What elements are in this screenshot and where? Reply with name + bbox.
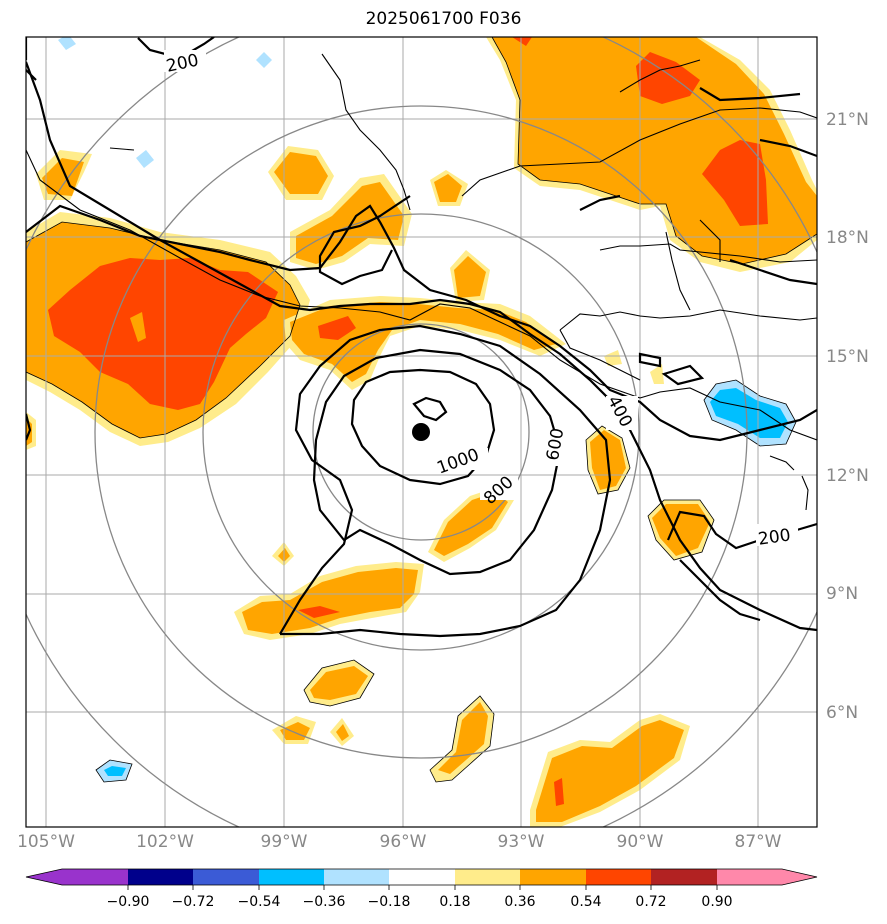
contour-label-bg (164, 50, 206, 72)
colorbar-swatch (62, 869, 128, 885)
colorbar-swatch (389, 869, 455, 885)
lat-tick-label: 6°N (826, 703, 859, 723)
colorbar (25, 868, 818, 890)
colorbar-tick-label: −0.72 (171, 894, 215, 910)
colorbar-tick-label: −0.90 (106, 894, 150, 910)
contour-label-bg (434, 448, 488, 470)
lon-tick-label: 105°W (17, 832, 75, 852)
colorbar-swatch (26, 869, 62, 885)
contour-label-bg (480, 478, 518, 500)
map-title: 2025061700 F036 (365, 9, 522, 29)
colorbar-tick-label: 0.54 (570, 894, 602, 910)
contour-label-bg (606, 396, 638, 430)
colorbar-tick-label: 0.90 (701, 894, 733, 910)
graticule (26, 37, 817, 827)
colorbar-swatch (782, 869, 817, 885)
colorbar-swatch (193, 869, 259, 885)
lon-tick-label: 90°W (616, 832, 664, 852)
lon-tick-label: 99°W (260, 832, 308, 852)
lon-tick-label: 93°W (497, 832, 545, 852)
contour-label-bg (536, 430, 566, 466)
colorbar-swatch (651, 869, 717, 885)
colorbar-tick-label: 0.72 (635, 894, 667, 910)
contour-label-bg (756, 524, 798, 546)
colorbar-tick-label: −0.36 (302, 894, 346, 910)
contour-label-200-east: 200 (757, 525, 792, 549)
colorbar-tick-label: 0.18 (439, 894, 471, 910)
colorbar-swatch (259, 869, 324, 885)
coastlines (26, 53, 817, 511)
contour-labels: 200 1000 800 600 400 200 (164, 50, 798, 550)
lat-tick-label: 18°N (826, 228, 869, 248)
lon-tick-label: 96°W (379, 832, 427, 852)
colorbar-swatch (717, 869, 782, 885)
storm-center-dot (412, 423, 430, 441)
lat-tick-label: 9°N (826, 584, 859, 604)
lat-tick-label: 15°N (826, 347, 869, 367)
lon-tick-label: 102°W (136, 832, 194, 852)
map-frame (25, 36, 818, 828)
shaded-field (26, 37, 817, 827)
lon-tick-label: 87°W (734, 832, 782, 852)
colorbar-swatch (586, 869, 651, 885)
lat-tick-label: 12°N (826, 466, 869, 486)
colorbar-swatch (324, 869, 389, 885)
colorbar-tick-label: 0.36 (504, 894, 536, 910)
colorbar-swatch (520, 869, 586, 885)
colorbar-swatch (455, 869, 520, 885)
range-rings (26, 37, 817, 827)
lat-tick-label: 21°N (826, 110, 869, 130)
colorbar-swatch (128, 869, 193, 885)
colorbar-tick-label: −0.54 (237, 894, 281, 910)
colorbar-tick-label: −0.18 (367, 894, 411, 910)
